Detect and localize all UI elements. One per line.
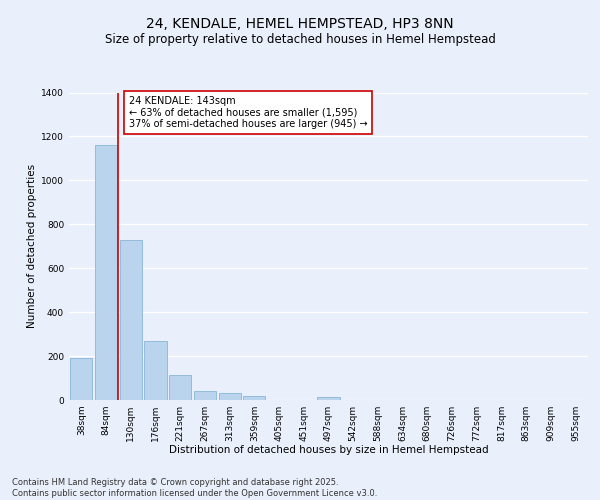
Y-axis label: Number of detached properties: Number of detached properties — [27, 164, 37, 328]
Bar — [70, 358, 92, 400]
Bar — [95, 145, 117, 400]
Text: Contains HM Land Registry data © Crown copyright and database right 2025.
Contai: Contains HM Land Registry data © Crown c… — [12, 478, 377, 498]
Bar — [317, 396, 340, 400]
Bar — [169, 374, 191, 400]
Bar — [145, 340, 167, 400]
Bar — [119, 240, 142, 400]
Text: 24 KENDALE: 143sqm
← 63% of detached houses are smaller (1,595)
37% of semi-deta: 24 KENDALE: 143sqm ← 63% of detached hou… — [128, 96, 367, 129]
Bar — [218, 393, 241, 400]
X-axis label: Distribution of detached houses by size in Hemel Hempstead: Distribution of detached houses by size … — [169, 446, 488, 456]
Text: 24, KENDALE, HEMEL HEMPSTEAD, HP3 8NN: 24, KENDALE, HEMEL HEMPSTEAD, HP3 8NN — [146, 18, 454, 32]
Bar — [243, 396, 265, 400]
Text: Size of property relative to detached houses in Hemel Hempstead: Size of property relative to detached ho… — [104, 32, 496, 46]
Bar — [194, 391, 216, 400]
